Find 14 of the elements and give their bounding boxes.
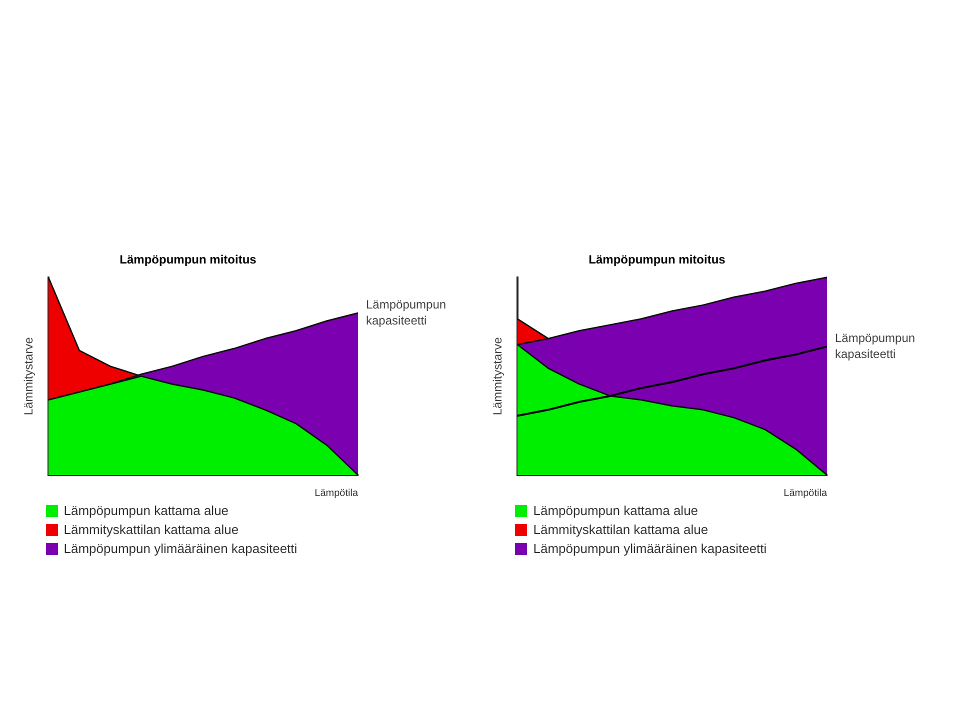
legend-label: Lämpöpumpun kattama alue bbox=[533, 503, 698, 518]
x-axis-title: Lämpötila bbox=[784, 488, 828, 499]
series-label: Lämpöpumpun kapasiteetti bbox=[835, 330, 916, 361]
y-axis-title: Lämmitystarve bbox=[490, 336, 505, 416]
x-axis-title: Lämpötila bbox=[314, 488, 358, 499]
legend-label: Lämmityskattilan kattama alue bbox=[64, 522, 239, 537]
legend-label: Lämmityskattilan kattama alue bbox=[533, 522, 708, 537]
chart-title: Lämpöpumpun mitoitus bbox=[119, 252, 256, 267]
legend-label: Lämpöpumpun kattama alue bbox=[64, 503, 229, 518]
legend-label: Lämpöpumpun ylimääräinen kapasiteetti bbox=[533, 541, 767, 556]
y-axis-title: Lämmitystarve bbox=[21, 336, 36, 416]
text: Lämpöpumpun kapasiteetti bbox=[366, 297, 446, 328]
chart-title: Lämpöpumpun mitoitus bbox=[588, 252, 726, 267]
legend-label: Lämpöpumpun ylimääräinen kapasiteetti bbox=[64, 541, 298, 556]
